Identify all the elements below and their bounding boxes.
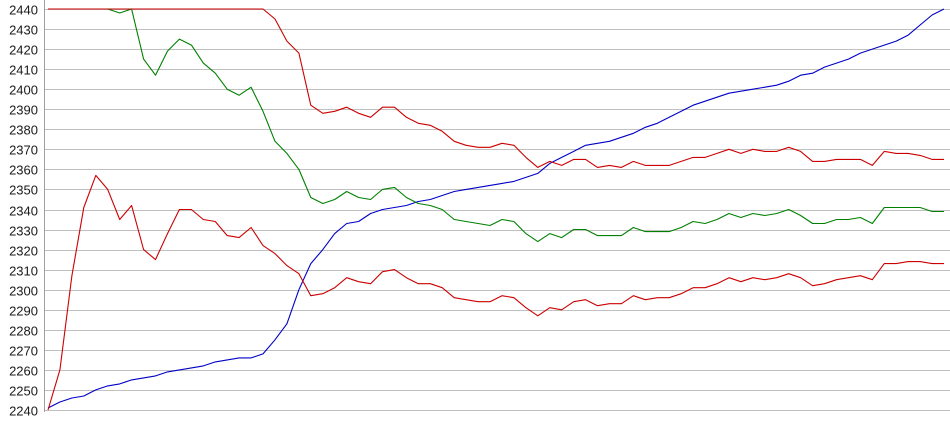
y-tick-label: 2390: [9, 103, 38, 118]
y-tick-label: 2240: [9, 404, 38, 419]
y-tick-label: 2330: [9, 224, 38, 239]
y-tick-label: 2340: [9, 204, 38, 219]
y-tick-label: 2400: [9, 83, 38, 98]
y-axis-tick-labels: 2240 2250 2260 2270 2280 2290 2300 2310 2320 2330…: [9, 3, 38, 419]
series-line-3: [48, 8, 944, 168]
y-tick-label: 2420: [9, 43, 38, 58]
series-line-0: [47, 8, 945, 409]
y-tick-label: 2250: [9, 384, 38, 399]
y-tick-label: 2300: [9, 284, 38, 299]
gridlines: [44, 9, 950, 411]
series-2: [48, 8, 944, 243]
series-3: [48, 8, 944, 168]
y-tick-label: 2380: [9, 123, 38, 138]
y-tick-label: 2290: [9, 304, 38, 319]
y-tick-label: 2430: [9, 23, 38, 38]
series-1: [47, 174, 944, 411]
y-tick-label: 2320: [9, 244, 38, 259]
y-tick-label: 2370: [9, 143, 38, 158]
series-lines: [47, 8, 945, 411]
y-tick-label: 2440: [9, 3, 38, 18]
y-tick-label: 2310: [9, 264, 38, 279]
y-tick-label: 2350: [9, 183, 38, 198]
y-tick-label: 2260: [9, 364, 38, 379]
series-line-1: [47, 174, 944, 411]
series-0: [47, 8, 945, 409]
y-tick-label: 2410: [9, 63, 38, 78]
series-line-2: [48, 8, 944, 243]
y-tick-label: 2360: [9, 163, 38, 178]
y-tick-label: 2280: [9, 324, 38, 339]
y-tick-label: 2270: [9, 344, 38, 359]
